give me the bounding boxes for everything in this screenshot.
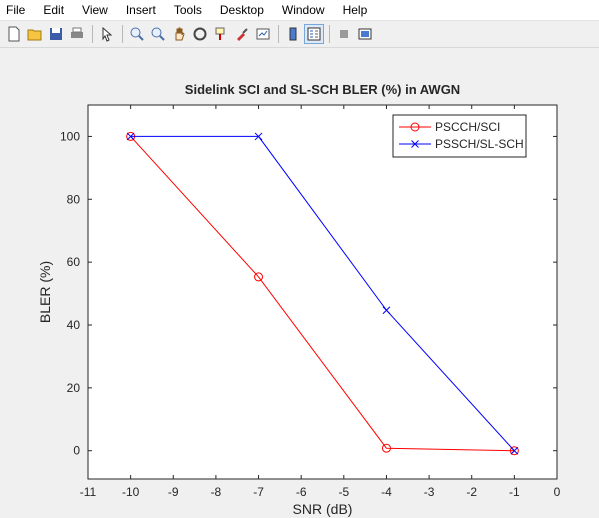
toolbar xyxy=(0,21,599,48)
open-file-icon[interactable] xyxy=(25,24,45,44)
x-tick-label: -9 xyxy=(168,485,179,499)
x-tick-label: -1 xyxy=(509,485,520,499)
x-marker-stroke xyxy=(126,132,135,141)
x-tick-label: -7 xyxy=(253,485,264,499)
x-marker-stroke xyxy=(411,140,419,148)
x-tick-label: -4 xyxy=(381,485,392,499)
legend-box xyxy=(392,114,527,158)
x-tick-label: -2 xyxy=(466,485,477,499)
zoom-out-icon[interactable] xyxy=(148,24,168,44)
pointer-icon[interactable] xyxy=(97,24,117,44)
y-tick-label: 40 xyxy=(67,318,81,332)
rotate-3d-icon[interactable] xyxy=(190,24,210,44)
menu-item-desktop[interactable]: Desktop xyxy=(219,3,264,17)
y-tick-label: 20 xyxy=(67,381,81,395)
series-line-pscch-sci xyxy=(130,136,515,452)
zoom-in-icon[interactable] xyxy=(127,24,147,44)
menu-item-edit[interactable]: Edit xyxy=(43,3,65,17)
menu-item-tools[interactable]: Tools xyxy=(173,3,202,17)
data-point-pscch-sci xyxy=(509,446,519,456)
y-tick-label: 100 xyxy=(60,129,80,143)
data-point-pscch-sci xyxy=(254,272,264,282)
menu-item-file[interactable]: File xyxy=(6,3,26,17)
menu-item-help[interactable]: Help xyxy=(342,3,368,17)
toolbar-separator xyxy=(122,25,123,43)
chart-title: Sidelink SCI and SL-SCH BLER (%) in AWGN xyxy=(185,82,460,97)
legend-label-pscch-sci: PSCCH/SCI xyxy=(435,120,500,134)
data-point-pssch-sl-sch xyxy=(510,446,519,455)
data-point-pssch-sl-sch xyxy=(126,132,135,141)
menu-item-insert[interactable]: Insert xyxy=(125,3,156,17)
x-tick-label: -3 xyxy=(424,485,435,499)
legend-marker-pssch-sl-sch xyxy=(411,140,419,148)
x-tick-label: -11 xyxy=(80,485,97,499)
y-axis-label: BLER (%) xyxy=(37,261,53,323)
y-tick-label: 60 xyxy=(67,255,81,269)
series-line-pssch-sl-sch xyxy=(130,135,515,452)
legend-label-pssch-sl-sch: PSSCH/SL-SCH xyxy=(435,137,524,151)
plot-area xyxy=(88,105,557,479)
menu-item-window[interactable]: Window xyxy=(281,3,325,17)
data-point-pssch-sl-sch xyxy=(382,306,391,315)
pan-icon[interactable] xyxy=(169,24,189,44)
x-tick-label: -8 xyxy=(211,485,222,499)
x-tick-label: -10 xyxy=(122,485,140,499)
data-point-pscch-sci xyxy=(381,443,391,453)
save-icon[interactable] xyxy=(46,24,66,44)
figure-canvas: -11 -10 -9 -8 -7 -6 -5 -4 -3 -2 -1 0 0 20 40 60 80 100 Si… xyxy=(0,49,599,518)
x-marker-stroke xyxy=(254,132,263,141)
x-marker-stroke xyxy=(382,306,391,315)
menu-bar: File Edit View Insert Tools Desktop Window Help xyxy=(0,0,599,21)
y-tick-label: 80 xyxy=(67,192,81,206)
x-marker-stroke xyxy=(510,446,519,455)
show-plot-tools-icon[interactable] xyxy=(355,24,375,44)
data-point-pssch-sl-sch xyxy=(254,132,263,141)
legend-marker-pscch-sci xyxy=(410,122,420,132)
x-tick-label: -5 xyxy=(338,485,349,499)
y-tick-label: 0 xyxy=(73,444,80,458)
legend[interactable]: PSCCH/SCI PSSCH/SL-SCH xyxy=(392,114,527,158)
toolbar-separator xyxy=(278,25,279,43)
print-icon[interactable] xyxy=(67,24,87,44)
link-plot-icon[interactable] xyxy=(253,24,273,44)
legend-icon[interactable] xyxy=(304,24,324,44)
data-cursor-icon[interactable] xyxy=(211,24,231,44)
menu-item-view[interactable]: View xyxy=(82,3,108,17)
colorbar-icon[interactable] xyxy=(283,24,303,44)
brush-icon[interactable] xyxy=(232,24,252,44)
toolbar-separator xyxy=(92,25,93,43)
x-tick-label: 0 xyxy=(554,485,561,499)
hide-plot-tools-icon[interactable] xyxy=(334,24,354,44)
x-tick-label: -6 xyxy=(296,485,307,499)
toolbar-separator xyxy=(329,25,330,43)
axes-box xyxy=(87,104,558,480)
new-figure-icon[interactable] xyxy=(4,24,24,44)
x-axis-label: SNR (dB) xyxy=(293,501,353,517)
